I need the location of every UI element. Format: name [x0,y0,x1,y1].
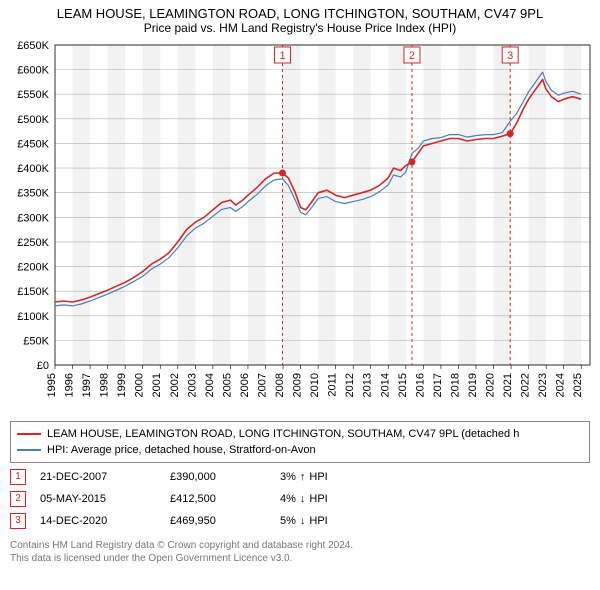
sale-marker-box: 3 [10,513,26,529]
svg-text:3: 3 [507,50,513,62]
svg-text:2015: 2015 [397,373,409,397]
svg-text:2012: 2012 [344,373,356,397]
chart-title: LEAM HOUSE, LEAMINGTON ROAD, LONG ITCHIN… [0,0,600,21]
sale-diff-pct: 5% [280,515,296,527]
footer-line-1: Contains HM Land Registry data © Crown c… [10,539,590,552]
legend-row-hpi: HPI: Average price, detached house, Stra… [17,442,583,458]
svg-text:£0: £0 [37,360,49,372]
sale-diff: 3% ↑HPI [280,471,328,483]
svg-text:2005: 2005 [221,373,233,397]
svg-text:2011: 2011 [327,373,339,397]
line-chart: £0 £50K £100K £150K £200K £250K £300K £350K £400… [0,37,600,417]
svg-text:£250K: £250K [17,237,49,249]
sale-date: 21-DEC-2007 [40,471,170,483]
svg-text:£550K: £550K [17,89,49,101]
svg-text:2: 2 [409,50,415,62]
svg-text:2021: 2021 [502,373,514,397]
svg-text:1995: 1995 [46,373,58,397]
sale-row: 3 14-DEC-2020£469,9505% ↓HPI [10,513,590,529]
svg-text:2000: 2000 [134,373,146,397]
svg-text:2007: 2007 [256,373,268,397]
svg-text:1998: 1998 [99,373,111,397]
svg-text:1996: 1996 [64,373,76,397]
svg-text:1997: 1997 [81,373,93,397]
svg-text:£200K: £200K [17,262,49,274]
sale-diff: 5% ↓HPI [280,515,328,527]
sale-diff-pct: 4% [280,493,296,505]
sale-date: 05-MAY-2015 [40,493,170,505]
svg-text:£400K: £400K [17,163,49,175]
sale-date: 14-DEC-2020 [40,515,170,527]
legend-swatch-property [17,433,41,435]
svg-text:2019: 2019 [467,373,479,397]
svg-text:2020: 2020 [485,373,497,397]
legend-row-property: LEAM HOUSE, LEAMINGTON ROAD, LONG ITCHIN… [17,426,583,442]
sale-marker-box: 2 [10,491,26,507]
sale-row: 1 21-DEC-2007£390,0003% ↑HPI [10,469,590,485]
sale-diff-arrow-icon: ↓ [300,515,306,527]
svg-text:2018: 2018 [449,373,461,397]
svg-text:2009: 2009 [292,373,304,397]
footer-line-2: This data is licensed under the Open Gov… [10,552,590,565]
svg-text:2010: 2010 [309,373,321,397]
svg-text:£100K: £100K [17,311,49,323]
svg-text:2023: 2023 [537,373,549,397]
svg-text:2014: 2014 [379,373,391,397]
svg-text:£350K: £350K [17,188,49,200]
sale-diff-label: HPI [309,493,327,505]
svg-text:2017: 2017 [432,373,444,397]
svg-text:£150K: £150K [17,286,49,298]
svg-text:2022: 2022 [520,373,532,397]
svg-text:1999: 1999 [116,373,128,397]
svg-text:2008: 2008 [274,373,286,397]
svg-text:2003: 2003 [186,373,198,397]
svg-text:2004: 2004 [204,373,216,397]
sale-price: £390,000 [170,471,280,483]
legend-swatch-hpi [17,449,41,451]
sale-price: £469,950 [170,515,280,527]
svg-text:£650K: £650K [17,40,49,52]
sale-price: £412,500 [170,493,280,505]
legend-label-hpi: HPI: Average price, detached house, Stra… [47,444,316,456]
svg-text:2013: 2013 [362,373,374,397]
sale-diff-label: HPI [309,515,327,527]
svg-text:2001: 2001 [151,373,163,397]
svg-text:2002: 2002 [169,373,181,397]
sale-diff-arrow-icon: ↑ [300,471,306,483]
legend-box: LEAM HOUSE, LEAMINGTON ROAD, LONG ITCHIN… [10,421,590,463]
svg-text:2024: 2024 [555,373,567,397]
sale-diff-pct: 3% [280,471,296,483]
svg-text:£600K: £600K [17,65,49,77]
svg-text:£50K: £50K [23,335,49,347]
svg-text:£300K: £300K [17,212,49,224]
chart-area: £0 £50K £100K £150K £200K £250K £300K £350K £400… [0,37,600,417]
svg-text:1: 1 [279,50,285,62]
svg-text:2025: 2025 [572,373,584,397]
svg-text:£450K: £450K [17,138,49,150]
sale-diff-arrow-icon: ↓ [300,493,306,505]
sale-marker-box: 1 [10,469,26,485]
legend-label-property: LEAM HOUSE, LEAMINGTON ROAD, LONG ITCHIN… [47,428,519,440]
svg-text:£500K: £500K [17,114,49,126]
footer-attribution: Contains HM Land Registry data © Crown c… [10,539,590,565]
sale-diff-label: HPI [309,471,327,483]
sale-diff: 4% ↓HPI [280,493,328,505]
svg-text:2016: 2016 [414,373,426,397]
chart-subtitle: Price paid vs. HM Land Registry's House … [0,21,600,37]
svg-text:2006: 2006 [239,373,251,397]
sale-row: 2 05-MAY-2015£412,5004% ↓HPI [10,491,590,507]
